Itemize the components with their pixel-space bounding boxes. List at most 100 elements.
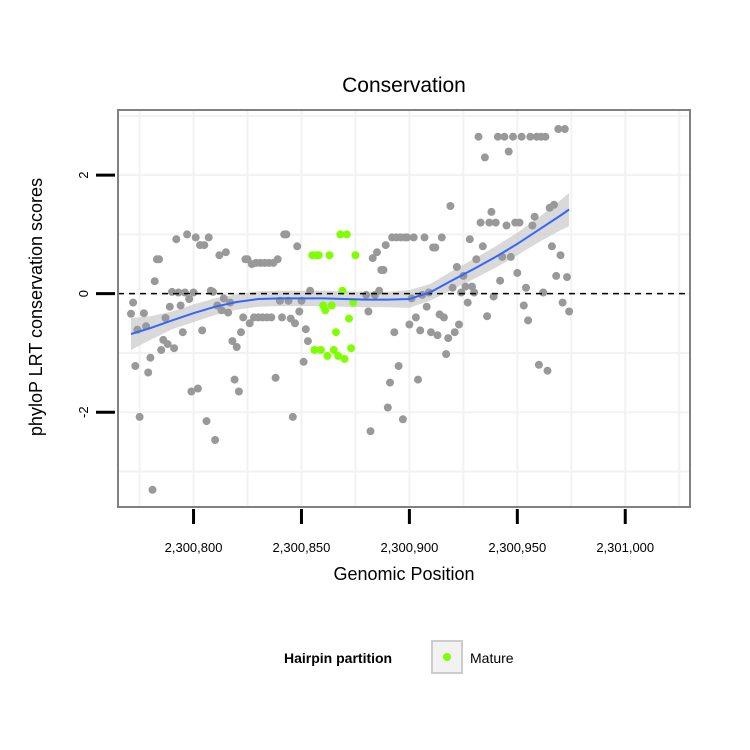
data-point bbox=[204, 233, 213, 242]
data-point bbox=[215, 251, 224, 260]
legend-mature-dot bbox=[443, 653, 451, 661]
data-point bbox=[301, 325, 310, 334]
smooth-line-layer bbox=[130, 208, 570, 335]
x-tick-label: 2,300,800 bbox=[165, 540, 223, 555]
data-point-mature bbox=[345, 314, 353, 323]
data-point bbox=[394, 362, 403, 370]
data-point bbox=[217, 306, 226, 315]
data-point bbox=[534, 360, 543, 369]
legend: Hairpin partition Mature bbox=[284, 640, 514, 674]
data-point bbox=[306, 286, 315, 295]
data-point bbox=[144, 368, 153, 377]
data-point bbox=[148, 485, 157, 494]
data-point-mature bbox=[310, 346, 319, 354]
data-point bbox=[437, 233, 446, 242]
data-point-mature bbox=[342, 230, 351, 239]
data-point bbox=[556, 251, 565, 260]
data-point bbox=[364, 307, 373, 316]
data-point-mature bbox=[329, 346, 338, 354]
data-point bbox=[439, 313, 448, 322]
data-point bbox=[273, 255, 282, 264]
data-point bbox=[554, 125, 563, 133]
data-point bbox=[455, 320, 463, 329]
data-point bbox=[405, 320, 414, 329]
data-point bbox=[390, 328, 399, 337]
data-point bbox=[221, 248, 230, 257]
data-point bbox=[245, 319, 254, 328]
data-point bbox=[187, 387, 196, 396]
data-point bbox=[172, 235, 181, 244]
data-point bbox=[237, 328, 245, 337]
data-point-mature bbox=[340, 354, 349, 363]
data-point bbox=[513, 268, 522, 277]
data-point bbox=[146, 353, 155, 362]
data-point bbox=[200, 241, 209, 250]
chart-title: Conservation bbox=[342, 74, 466, 97]
data-point bbox=[150, 277, 159, 286]
data-point-mature bbox=[332, 328, 340, 337]
data-point bbox=[398, 415, 407, 424]
data-point bbox=[232, 343, 241, 351]
data-point bbox=[422, 302, 431, 311]
y-axis-title: phyloP LRT conservation scores bbox=[26, 178, 46, 436]
data-point bbox=[560, 125, 569, 133]
data-point-mature bbox=[338, 286, 347, 295]
data-point bbox=[550, 200, 558, 209]
data-point bbox=[480, 153, 489, 162]
data-point bbox=[420, 233, 429, 242]
data-point bbox=[474, 132, 483, 141]
panel-border-layer bbox=[117, 109, 691, 508]
data-point bbox=[366, 427, 375, 436]
data-point bbox=[461, 282, 470, 291]
data-point bbox=[450, 328, 459, 337]
data-point bbox=[176, 301, 185, 310]
confidence-ribbon bbox=[131, 193, 570, 350]
data-point bbox=[487, 207, 496, 216]
data-point-mature bbox=[334, 351, 343, 360]
data-point bbox=[379, 266, 388, 274]
data-point bbox=[239, 313, 248, 322]
data-point bbox=[517, 132, 526, 141]
data-point-mature bbox=[321, 306, 330, 315]
data-point bbox=[489, 292, 498, 301]
data-point bbox=[278, 313, 286, 322]
data-point bbox=[519, 301, 528, 310]
legend-label-mature: Mature bbox=[470, 650, 514, 666]
data-point bbox=[476, 218, 485, 227]
panel-border bbox=[117, 109, 691, 508]
data-point bbox=[383, 403, 392, 412]
data-point bbox=[504, 147, 513, 156]
x-tick-label: 2,300,900 bbox=[380, 540, 438, 555]
data-point-mature bbox=[314, 251, 323, 260]
data-point-mature bbox=[349, 298, 358, 307]
data-point bbox=[303, 337, 312, 346]
data-point bbox=[282, 230, 291, 239]
data-point bbox=[403, 233, 412, 242]
data-point bbox=[198, 326, 207, 335]
data-point bbox=[234, 387, 243, 396]
smooth-line bbox=[130, 208, 570, 335]
data-point bbox=[522, 283, 530, 292]
data-point bbox=[174, 288, 183, 297]
data-point bbox=[463, 298, 472, 307]
data-point-mature bbox=[336, 230, 345, 239]
data-point bbox=[539, 288, 548, 297]
data-point bbox=[193, 384, 202, 393]
data-point bbox=[496, 276, 505, 285]
data-point bbox=[368, 254, 377, 263]
data-point bbox=[543, 366, 552, 375]
data-point bbox=[427, 328, 435, 337]
data-point bbox=[135, 412, 144, 421]
data-point bbox=[547, 242, 556, 251]
data-point bbox=[191, 233, 200, 242]
data-point bbox=[506, 252, 515, 261]
points-layer bbox=[127, 125, 574, 494]
data-point bbox=[295, 307, 304, 316]
data-point bbox=[381, 241, 390, 250]
x-tick-label: 2,301,000 bbox=[596, 540, 654, 555]
data-point bbox=[271, 373, 280, 382]
data-point bbox=[209, 287, 217, 296]
data-point bbox=[470, 288, 479, 297]
data-point bbox=[465, 235, 474, 244]
data-point bbox=[155, 255, 163, 264]
